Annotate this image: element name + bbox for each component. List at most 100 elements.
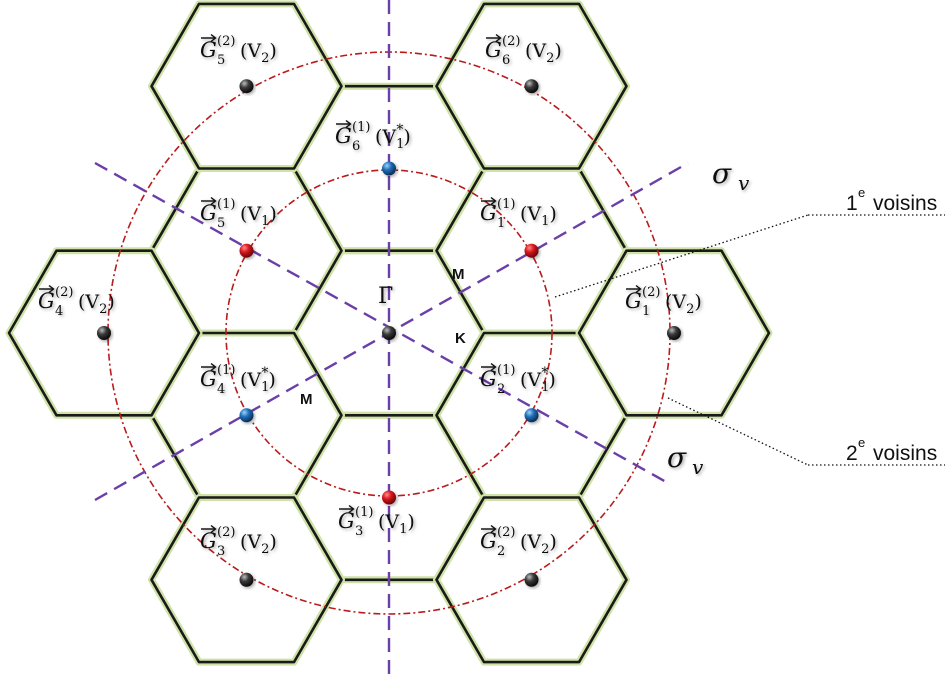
node-g4-1: [239, 408, 254, 423]
vector-order: (1): [217, 197, 235, 212]
first-neighbours-callout: 1 e voisins: [846, 185, 937, 215]
vector-label-g6-order2: G (2) 6 (V2): [485, 33, 562, 68]
vector-argument: (V1*): [520, 365, 556, 395]
vector-argument: (V2): [240, 40, 277, 66]
node-g6-2: [524, 79, 539, 94]
vector-label-g2-order1: G (1) 2 (V1*): [480, 362, 556, 397]
gamma-node: [382, 326, 396, 340]
vector-labels: G (2)5 (V2) G (2)6 (V2)G (1)6 (V1*)G (1)5 (V1) G (1…: [38, 33, 702, 559]
vector-arrowhead: [490, 524, 497, 534]
brillouin-zone-hexagon: [435, 496, 628, 664]
sigma-v-label-bottom: σ v: [667, 441, 704, 479]
node-g5-1: [239, 243, 254, 258]
node-g2-1: [524, 408, 539, 423]
brillouin-zone-hexagon: [577, 249, 771, 417]
vector-index: 2: [497, 382, 505, 397]
vector-label-g4-order2: G (2) 4 (V2): [38, 284, 115, 319]
vector-index: 4: [55, 304, 63, 319]
vector-arrowhead: [210, 524, 217, 534]
vector-symbol: G: [200, 367, 217, 391]
point-labels: Γ M K M σ v σ v 1 e voisins 2 e voisins: [300, 157, 937, 479]
vector-symbol: G: [200, 529, 217, 553]
vector-index: 3: [355, 524, 363, 539]
vector-argument: (V2): [520, 531, 557, 557]
vector-arrowhead: [348, 504, 355, 514]
second-neighbours-callout: 2 e voisins: [846, 435, 937, 465]
vector-argument: (V2): [240, 531, 277, 557]
vector-symbol: G: [485, 38, 502, 62]
vector-label-g5-order1: G (1) 5 (V1): [200, 196, 277, 231]
vector-arrowhead: [210, 196, 217, 206]
callout-number: 2: [846, 442, 858, 465]
vector-index: 6: [352, 139, 360, 154]
vector-order: (2): [502, 34, 520, 49]
node-g2-2: [524, 572, 539, 587]
sigma-subscript: v: [738, 171, 750, 195]
node-g1-2: [667, 326, 681, 340]
vector-index: 3: [217, 544, 225, 559]
vector-order: (1): [497, 363, 515, 378]
node-g4-2: [97, 326, 111, 340]
vector-symbol: G: [38, 289, 55, 313]
vector-label-g2-order2: G (2) 2 (V2): [480, 524, 557, 559]
node-g3-1: [382, 490, 396, 505]
vector-label-g1-order2: G (2) 1 (V2): [625, 284, 702, 319]
m-point-label-2: M: [300, 391, 313, 408]
vector-symbol: G: [335, 124, 352, 148]
first-neighbours-leader: [554, 214, 809, 298]
node-g1-1: [524, 243, 539, 258]
vector-label-g3-order1: G (1) 3 (V1): [338, 504, 415, 539]
vector-arrowhead: [490, 196, 497, 206]
callout-number: 1: [846, 192, 858, 215]
vector-arrowhead: [210, 362, 217, 372]
reciprocal-lattice-nodes: [97, 79, 681, 587]
vector-label-g1-order1: G (1) 1 (V1): [480, 196, 557, 231]
vector-index: 2: [497, 544, 505, 559]
sigma-symbol: σ: [667, 441, 687, 474]
vector-argument: (V1*): [375, 122, 411, 152]
vector-symbol: G: [200, 201, 217, 225]
gamma-label: Γ: [378, 284, 393, 309]
sigma-v-label-top: σ v: [712, 157, 750, 195]
vector-symbol: G: [625, 289, 642, 313]
brillouin-zone-hexagon: [435, 2, 628, 170]
vector-argument: (V1): [520, 203, 557, 229]
node-g3-2: [239, 572, 254, 587]
vector-index: 6: [502, 53, 510, 68]
callout-superscript: e: [858, 185, 865, 200]
vector-index: 1: [642, 304, 650, 319]
second-neighbours-leader: [667, 397, 809, 466]
callout-text: voisins: [873, 192, 937, 215]
vector-symbol: G: [480, 201, 497, 225]
vector-label-g3-order2: G (2) 3 (V2): [200, 524, 277, 559]
vector-order: (2): [55, 285, 73, 300]
sigma-subscript: v: [692, 455, 704, 479]
k-point-label: K: [455, 330, 466, 347]
vector-label-g6-order1: G (1) 6 (V1*): [335, 119, 411, 154]
vector-argument: (V1): [240, 203, 277, 229]
vector-arrowhead: [495, 33, 502, 43]
vector-argument: (V1*): [240, 365, 276, 395]
vector-order: (1): [217, 363, 235, 378]
vector-arrowhead: [48, 284, 55, 294]
vector-order: (1): [497, 197, 515, 212]
vector-symbol: G: [480, 367, 497, 391]
vector-argument: (V1): [378, 511, 415, 537]
vector-order: (2): [497, 525, 515, 540]
vector-label-g5-order2: G (2) 5 (V2): [200, 33, 277, 68]
vector-order: (2): [217, 525, 235, 540]
vector-order: (1): [352, 120, 370, 135]
vector-argument: (V2): [78, 291, 115, 317]
vector-index: 4: [217, 382, 225, 397]
vector-arrowhead: [210, 33, 217, 43]
vector-symbol: G: [480, 529, 497, 553]
vector-arrowhead: [635, 284, 642, 294]
vector-index: 5: [217, 53, 225, 68]
brillouin-zone-hexagon: [150, 496, 343, 664]
vector-symbol: G: [200, 38, 217, 62]
vector-arrowhead: [490, 362, 497, 372]
vector-order: (2): [642, 285, 660, 300]
callout-text: voisins: [873, 442, 937, 465]
vector-arrowhead: [345, 119, 352, 129]
